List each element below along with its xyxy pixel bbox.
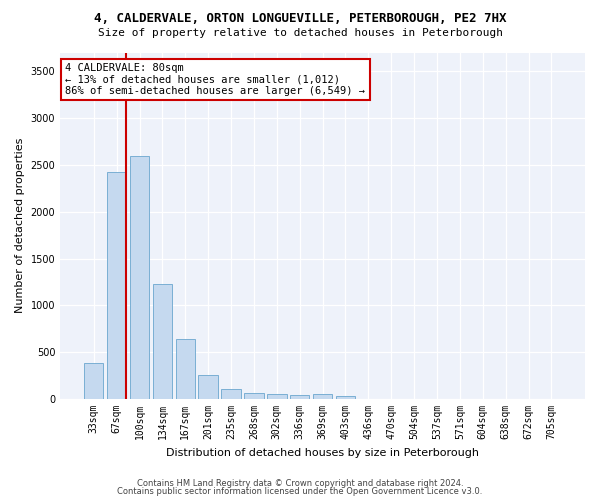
Bar [267,394,287,399]
Bar [84,362,103,399]
Y-axis label: Number of detached properties: Number of detached properties [15,138,25,314]
Bar [107,172,127,399]
Bar [221,389,241,399]
Text: Contains public sector information licensed under the Open Government Licence v3: Contains public sector information licen… [118,487,482,496]
Bar [313,394,332,399]
Text: 4 CALDERVALE: 80sqm
← 13% of detached houses are smaller (1,012)
86% of semi-det: 4 CALDERVALE: 80sqm ← 13% of detached ho… [65,63,365,96]
Bar [130,156,149,399]
Bar [176,339,195,399]
Bar [290,396,310,399]
Text: 4, CALDERVALE, ORTON LONGUEVILLE, PETERBOROUGH, PE2 7HX: 4, CALDERVALE, ORTON LONGUEVILLE, PETERB… [94,12,506,26]
Text: Contains HM Land Registry data © Crown copyright and database right 2024.: Contains HM Land Registry data © Crown c… [137,478,463,488]
Bar [336,396,355,399]
X-axis label: Distribution of detached houses by size in Peterborough: Distribution of detached houses by size … [166,448,479,458]
Bar [244,394,263,399]
Bar [199,374,218,399]
Text: Size of property relative to detached houses in Peterborough: Size of property relative to detached ho… [97,28,503,38]
Bar [152,284,172,399]
